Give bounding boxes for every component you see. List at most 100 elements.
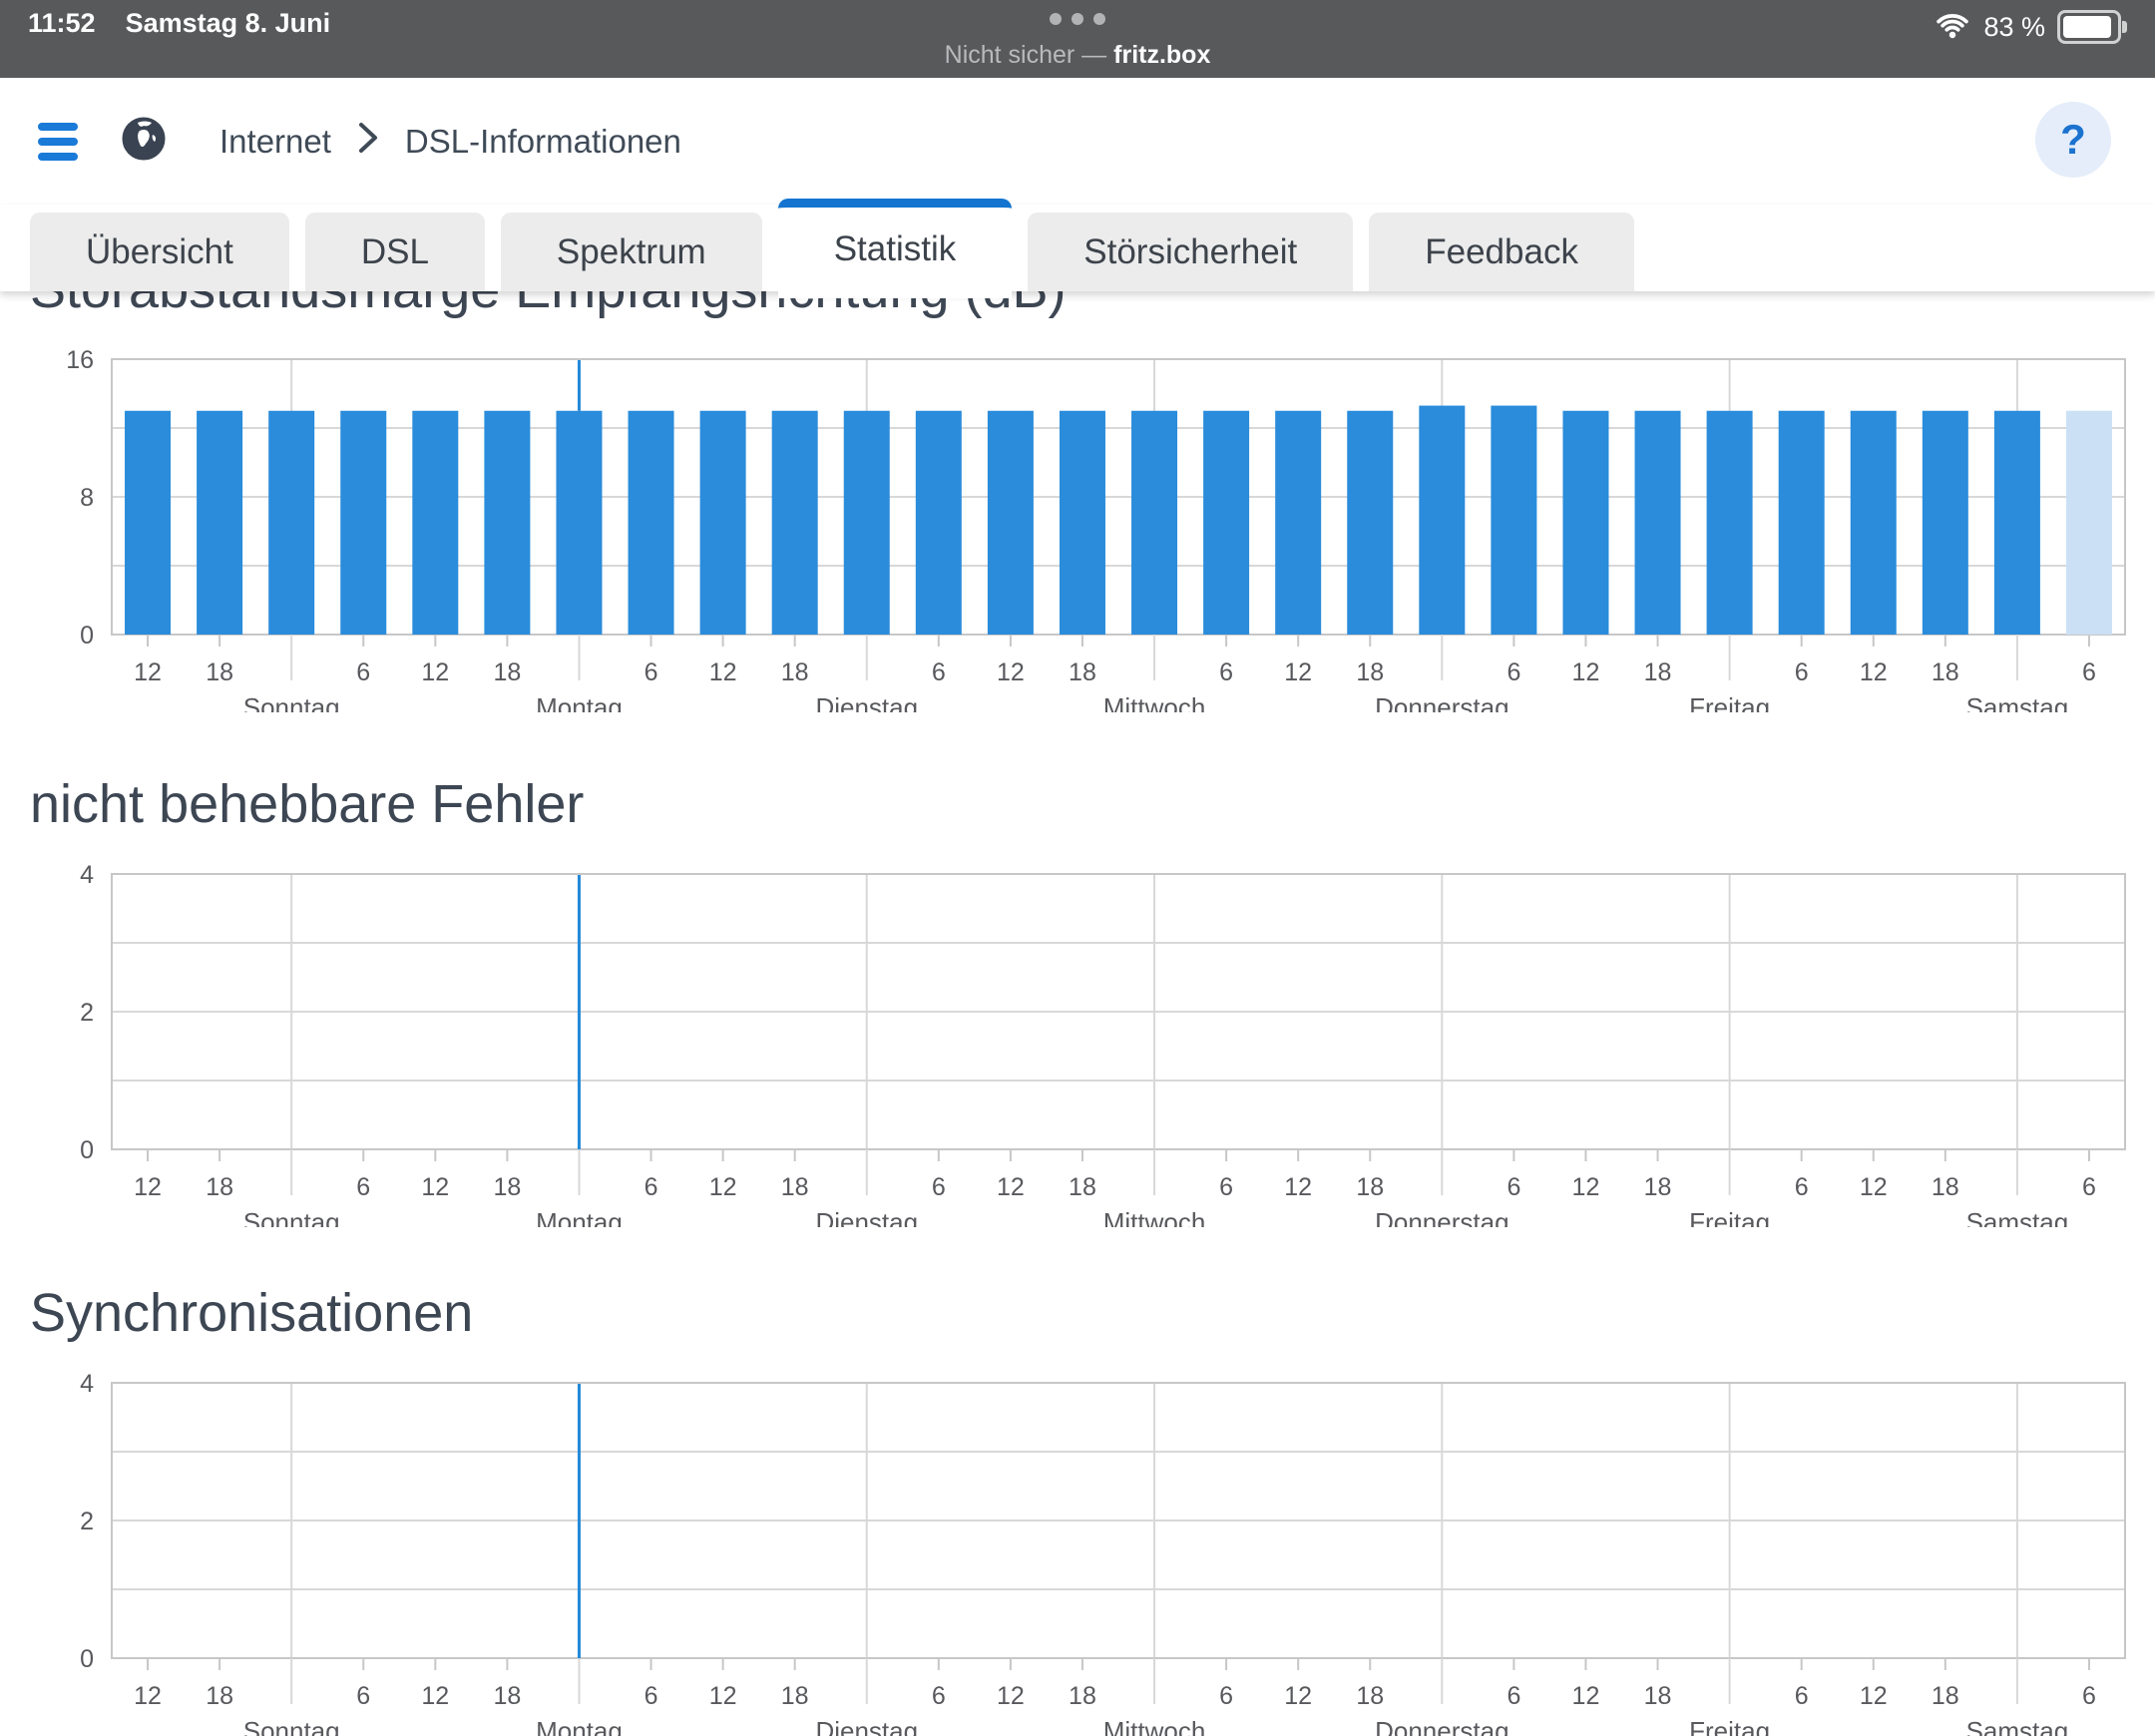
svg-text:6: 6 [1507, 1173, 1520, 1201]
svg-text:4: 4 [80, 1370, 94, 1398]
svg-text:6: 6 [1795, 1173, 1809, 1201]
svg-text:6: 6 [645, 1682, 658, 1710]
svg-text:18: 18 [1932, 1173, 1959, 1201]
svg-text:12: 12 [421, 1682, 449, 1710]
svg-text:12: 12 [1860, 658, 1888, 686]
svg-text:18: 18 [206, 1173, 233, 1201]
menu-button[interactable] [38, 123, 78, 161]
svg-text:Sonntag: Sonntag [243, 1207, 340, 1227]
svg-text:12: 12 [1572, 1682, 1600, 1710]
tab-dsl[interactable]: DSL [305, 213, 485, 291]
svg-text:18: 18 [781, 1173, 809, 1201]
svg-text:12: 12 [1572, 658, 1600, 686]
svg-text:18: 18 [781, 1682, 809, 1710]
help-button[interactable]: ? [2035, 102, 2111, 178]
svg-text:6: 6 [932, 658, 946, 686]
browser-address[interactable]: Nicht sicher — fritz.box [0, 41, 2155, 70]
svg-text:Sonntag: Sonntag [243, 692, 340, 712]
svg-text:6: 6 [356, 1682, 370, 1710]
svg-text:12: 12 [709, 1173, 737, 1201]
tab-statistik[interactable]: Statistik [778, 199, 1013, 298]
tab-spektrum[interactable]: Spektrum [501, 213, 762, 291]
svg-text:Montag: Montag [536, 1716, 623, 1736]
svg-text:12: 12 [1284, 658, 1312, 686]
svg-text:18: 18 [1069, 658, 1096, 686]
svg-text:16: 16 [66, 346, 94, 374]
svg-text:6: 6 [2082, 1173, 2096, 1201]
svg-text:Donnerstag: Donnerstag [1375, 1207, 1508, 1227]
svg-text:18: 18 [1644, 1682, 1672, 1710]
svg-text:6: 6 [1795, 658, 1809, 686]
svg-text:12: 12 [997, 1682, 1025, 1710]
svg-text:6: 6 [932, 1173, 946, 1201]
svg-text:Dienstag: Dienstag [815, 1716, 918, 1736]
tab-bar: Übersicht DSL Spektrum Statistik Störsic… [0, 205, 2155, 291]
svg-text:6: 6 [1219, 1682, 1233, 1710]
svg-text:0: 0 [80, 1645, 94, 1673]
svg-text:18: 18 [1644, 658, 1672, 686]
svg-text:4: 4 [80, 861, 94, 889]
svg-text:6: 6 [356, 658, 370, 686]
svg-text:18: 18 [1932, 658, 1959, 686]
chevron-right-icon [357, 121, 379, 163]
svg-text:18: 18 [1644, 1173, 1672, 1201]
svg-text:Mittwoch: Mittwoch [1103, 1207, 1206, 1227]
svg-text:6: 6 [356, 1173, 370, 1201]
svg-text:12: 12 [1284, 1173, 1312, 1201]
svg-text:18: 18 [206, 658, 233, 686]
svg-text:6: 6 [645, 658, 658, 686]
svg-text:12: 12 [134, 658, 162, 686]
statistik-content: Störabstandsmarge Empfangsrichtung (dB) … [0, 255, 2155, 1736]
fritzbox-header: Internet DSL-Informationen ? [0, 78, 2155, 205]
not-secure-label: Nicht sicher — [945, 41, 1107, 69]
svg-text:Samstag: Samstag [1966, 1207, 2069, 1227]
svg-text:Mittwoch: Mittwoch [1103, 692, 1206, 712]
svg-text:18: 18 [1356, 1682, 1384, 1710]
svg-text:Freitag: Freitag [1689, 1716, 1770, 1736]
chart-title-fehler: nicht behebbare Fehler [30, 770, 2155, 838]
internet-globe-icon [120, 115, 168, 168]
status-right: 83 % [1934, 10, 2129, 44]
breadcrumb: Internet DSL-Informationen [219, 121, 681, 163]
svg-text:12: 12 [1860, 1682, 1888, 1710]
svg-text:6: 6 [645, 1173, 658, 1201]
svg-text:18: 18 [206, 1682, 233, 1710]
svg-text:2: 2 [80, 1508, 94, 1535]
svg-text:6: 6 [932, 1682, 946, 1710]
breadcrumb-internet[interactable]: Internet [219, 123, 331, 161]
snr-margin-chart: 081612186121861218612186121861218612186S… [0, 345, 2155, 712]
svg-text:18: 18 [493, 1173, 521, 1201]
svg-text:Donnerstag: Donnerstag [1375, 1716, 1508, 1736]
svg-text:Samstag: Samstag [1966, 692, 2069, 712]
battery-percent: 83 % [1983, 12, 2045, 43]
svg-text:6: 6 [1507, 1682, 1520, 1710]
synchronisations-chart: 02412186121861218612186121861218612186So… [0, 1369, 2155, 1736]
ios-status-bar: 11:52 Samstag 8. Juni Nicht sicher — fri… [0, 0, 2155, 78]
svg-text:6: 6 [1507, 658, 1520, 686]
tab-feedback[interactable]: Feedback [1369, 213, 1634, 291]
battery-icon [2057, 10, 2121, 44]
svg-text:Dienstag: Dienstag [815, 692, 918, 712]
svg-text:18: 18 [1356, 658, 1384, 686]
svg-text:18: 18 [1356, 1173, 1384, 1201]
svg-text:2: 2 [80, 999, 94, 1027]
svg-text:0: 0 [80, 622, 94, 650]
tab-stoersicherheit[interactable]: Störsicherheit [1028, 213, 1353, 291]
svg-text:6: 6 [2082, 1682, 2096, 1710]
svg-text:12: 12 [1572, 1173, 1600, 1201]
svg-text:18: 18 [781, 658, 809, 686]
svg-text:12: 12 [1284, 1682, 1312, 1710]
page-dots-icon [0, 13, 2155, 25]
svg-text:12: 12 [709, 658, 737, 686]
svg-text:Montag: Montag [536, 692, 623, 712]
svg-text:18: 18 [493, 658, 521, 686]
svg-text:Mittwoch: Mittwoch [1103, 1716, 1206, 1736]
svg-text:18: 18 [1069, 1173, 1096, 1201]
svg-text:12: 12 [997, 1173, 1025, 1201]
svg-text:Montag: Montag [536, 1207, 623, 1227]
tab-uebersicht[interactable]: Übersicht [30, 213, 289, 291]
svg-text:0: 0 [80, 1136, 94, 1164]
svg-text:18: 18 [1932, 1682, 1959, 1710]
svg-text:Freitag: Freitag [1689, 1207, 1770, 1227]
svg-text:12: 12 [134, 1173, 162, 1201]
